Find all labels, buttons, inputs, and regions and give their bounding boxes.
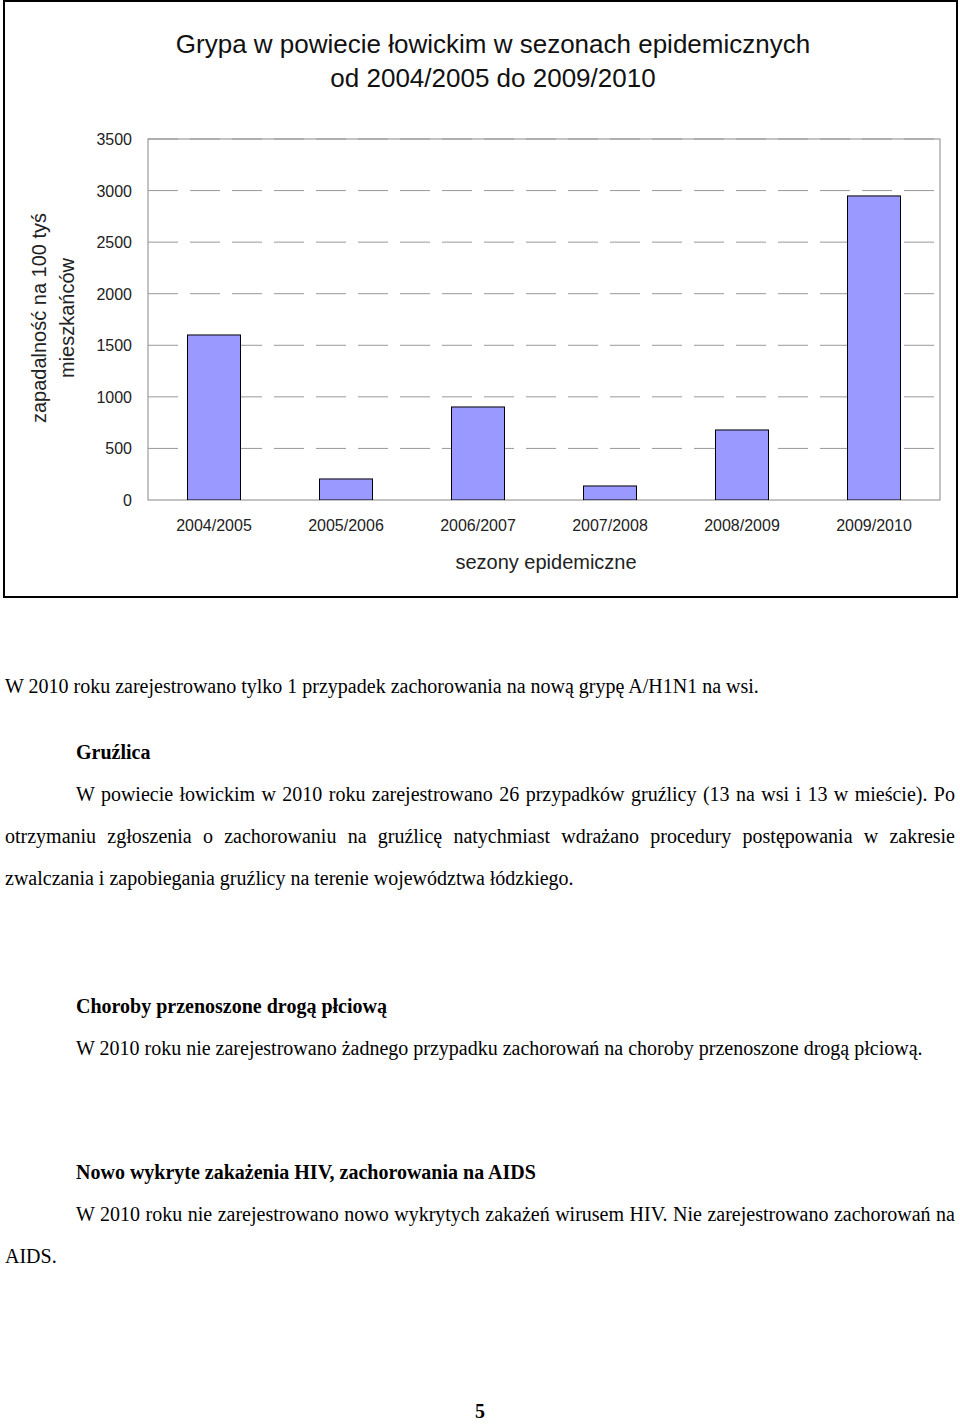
section: Choroby przenoszone drogą płciowąW 2010 … xyxy=(5,985,955,1069)
grid-line xyxy=(148,242,940,243)
y-tick-label: 500 xyxy=(105,440,132,457)
grid-line xyxy=(148,139,940,140)
chart-frame xyxy=(4,1,957,597)
plot-area xyxy=(148,139,940,500)
bar xyxy=(848,196,901,500)
grid-line xyxy=(148,448,940,449)
y-axis-label: zapadalność na 100 tyś mieszkańców xyxy=(25,193,85,443)
bar xyxy=(452,407,505,500)
x-tick-label: 2006/2007 xyxy=(440,517,516,534)
intro: W 2010 roku zarejestrowano tylko 1 przyp… xyxy=(5,665,955,707)
y-tick-label: 2500 xyxy=(96,234,132,251)
x-tick-label: 2007/2008 xyxy=(572,517,648,534)
y-tick-label: 0 xyxy=(123,492,132,509)
paragraph: W 2010 roku zarejestrowano tylko 1 przyp… xyxy=(5,665,955,707)
section-heading: Nowo wykryte zakażenia HIV, zachorowania… xyxy=(5,1151,955,1193)
y-tick-label: 1500 xyxy=(96,337,132,354)
x-tick-label: 2004/2005 xyxy=(176,517,252,534)
bar xyxy=(716,430,769,500)
y-tick-label: 2000 xyxy=(96,286,132,303)
paragraph: W 2010 roku nie zarejestrowano żadnego p… xyxy=(5,1027,955,1069)
x-tick-label: 2008/2009 xyxy=(704,517,780,534)
grid-line xyxy=(148,293,940,294)
x-axis-label: sezony epidemiczne xyxy=(455,551,636,573)
page-number: 5 xyxy=(470,1400,490,1423)
grid-line xyxy=(148,345,940,346)
bar xyxy=(188,335,241,500)
y-tick-label: 3500 xyxy=(96,131,132,148)
bars xyxy=(188,196,901,500)
chart-title: Grypa w powiecie łowickim w sezonach epi… xyxy=(173,27,813,95)
x-tick-label: 2009/2010 xyxy=(836,517,912,534)
grid-line xyxy=(148,190,940,191)
grid-line xyxy=(148,396,940,397)
section-heading: Choroby przenoszone drogą płciową xyxy=(5,985,955,1027)
section-heading: Gruźlica xyxy=(5,731,955,773)
paragraph: W 2010 roku nie zarejestrowano nowo wykr… xyxy=(5,1193,955,1277)
paragraph: W powiecie łowickim w 2010 roku zarejest… xyxy=(5,773,955,899)
section: Nowo wykryte zakażenia HIV, zachorowania… xyxy=(5,1151,955,1277)
y-tick-label: 3000 xyxy=(96,183,132,200)
y-tick-label: 1000 xyxy=(96,389,132,406)
x-tick-label: 2005/2006 xyxy=(308,517,384,534)
section: GruźlicaW powiecie łowickim w 2010 roku … xyxy=(5,731,955,899)
bar xyxy=(320,479,373,500)
bar xyxy=(584,486,637,500)
